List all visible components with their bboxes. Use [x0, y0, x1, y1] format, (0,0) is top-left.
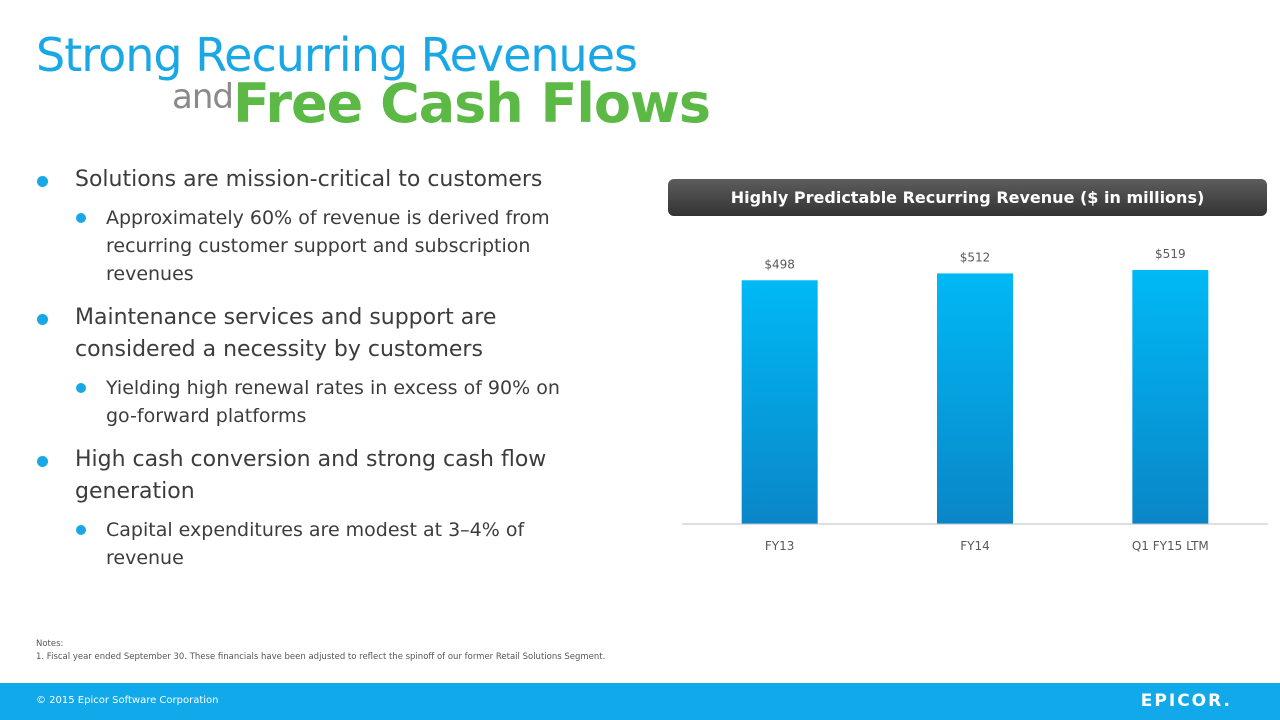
- title-highlight: Free Cash Flows: [232, 72, 711, 135]
- x-tick-label: FY14: [960, 539, 990, 553]
- page-title: Strong Recurring Revenues: [36, 28, 638, 82]
- epicor-logo: EPICOR.: [1140, 691, 1232, 711]
- copyright-text: © 2015 Epicor Software Corporation: [36, 695, 219, 706]
- bar-chart: $498 FY13 $512 FY14 $519 Q1 FY15 LTM: [682, 247, 1268, 553]
- footer-bar: © 2015 Epicor Software Corporation EPICO…: [0, 683, 1280, 720]
- sub-bullet-text: Capital expenditures are modest at 3–4% …: [106, 519, 525, 569]
- bullet-dot: [37, 176, 48, 187]
- sub-bullet-item: Approximately 60% of revenue is derived …: [75, 204, 596, 288]
- title-and-word: and: [172, 77, 234, 117]
- bullet-dot: [37, 314, 48, 325]
- notes-heading: Notes:: [36, 639, 64, 649]
- footnotes: Notes: 1. Fiscal year ended September 30…: [36, 638, 605, 664]
- data-label: $498: [764, 257, 795, 271]
- sub-bullet-item: Yielding high renewal rates in excess of…: [75, 374, 596, 430]
- data-label: $519: [1155, 247, 1186, 261]
- bullet-text: Solutions are mission-critical to custom…: [75, 167, 543, 192]
- sub-bullet-text: Yielding high renewal rates in excess of…: [106, 377, 560, 427]
- bullet-dot: [76, 383, 86, 393]
- x-tick-label: FY13: [765, 539, 795, 553]
- notes-line: 1. Fiscal year ended September 30. These…: [36, 652, 606, 662]
- bullet-dot: [37, 456, 48, 467]
- bullet-dot: [76, 525, 86, 535]
- x-tick-label: Q1 FY15 LTM: [1132, 539, 1209, 553]
- bullet-item: Solutions are mission-critical to custom…: [36, 164, 596, 196]
- bullet-item: High cash conversion and strong cash flo…: [36, 444, 596, 508]
- sub-bullet-item: Capital expenditures are modest at 3–4% …: [75, 516, 596, 572]
- bullet-text: High cash conversion and strong cash flo…: [75, 447, 547, 504]
- data-label: $512: [960, 250, 991, 264]
- sub-bullet-text: Approximately 60% of revenue is derived …: [106, 207, 550, 285]
- chart-title: Highly Predictable Recurring Revenue ($ …: [668, 179, 1267, 216]
- bullet-dot: [76, 213, 86, 223]
- bar-fy13: [741, 280, 818, 524]
- bullet-item: Maintenance services and support are con…: [36, 302, 596, 366]
- bullet-list: Solutions are mission-critical to custom…: [36, 164, 596, 586]
- bar-q1-fy15-ltm: [1132, 270, 1209, 524]
- bar-fy14: [937, 273, 1013, 524]
- page-subtitle: andFree Cash Flows: [172, 72, 711, 135]
- bullet-text: Maintenance services and support are con…: [75, 305, 497, 362]
